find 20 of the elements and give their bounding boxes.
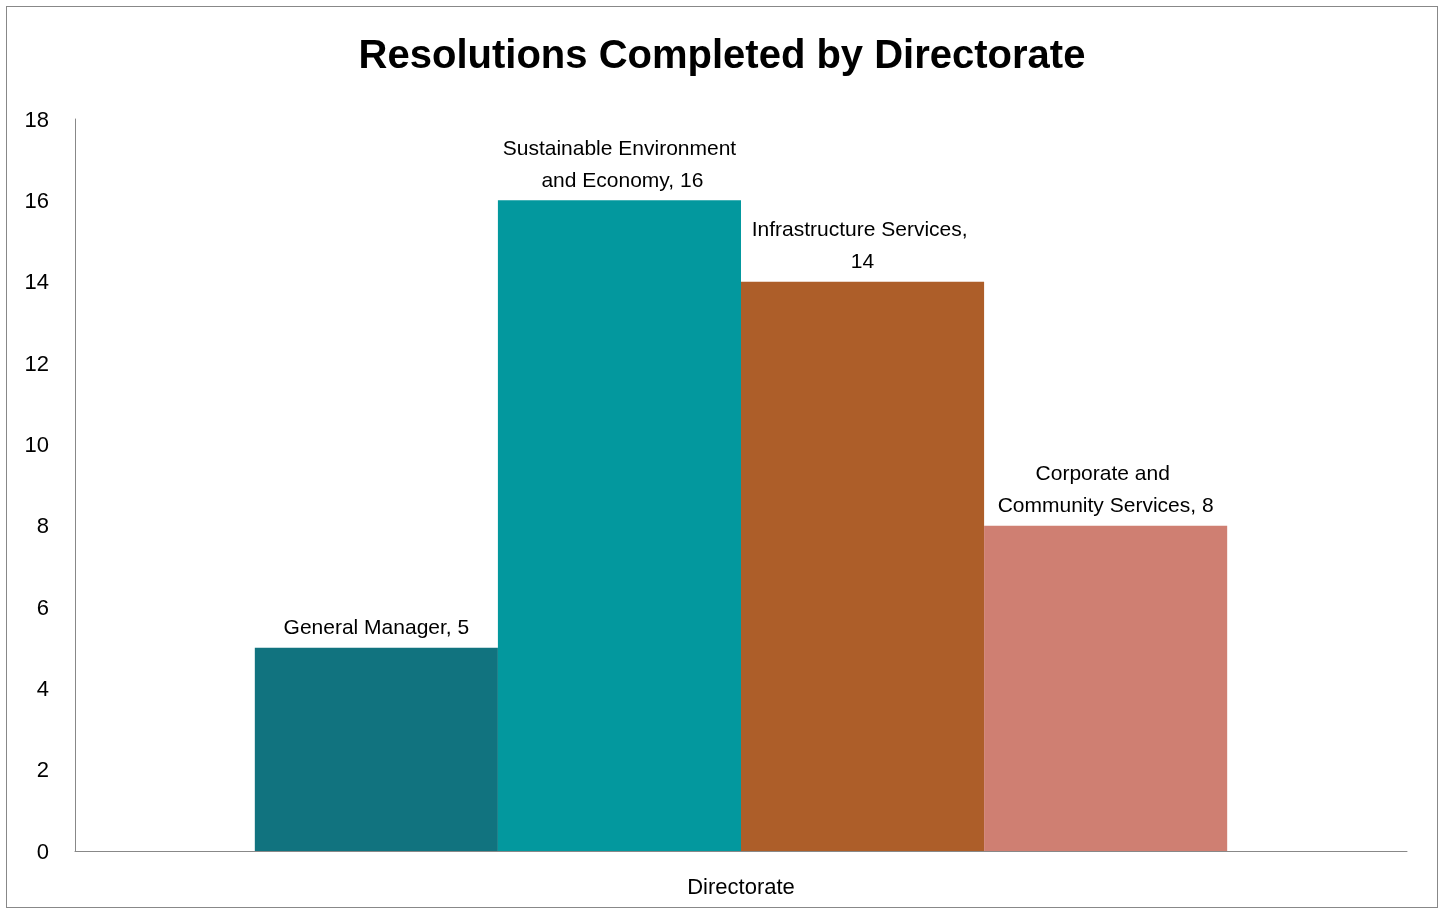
data-label: Infrastructure Services, 14 <box>751 217 974 273</box>
bar <box>254 647 498 851</box>
x-tick-label: Directorate <box>687 873 795 899</box>
y-tick-label: 2 <box>36 757 49 783</box>
bar <box>984 525 1228 851</box>
y-tick-label: 0 <box>36 838 49 864</box>
y-tick-label: 4 <box>36 675 49 701</box>
bar <box>741 281 985 851</box>
bar <box>497 200 741 851</box>
y-tick-label: 14 <box>24 269 49 295</box>
y-tick-label: 18 <box>24 106 49 132</box>
data-label: Corporate and Community Services, 8 <box>997 461 1214 517</box>
y-tick-label: 8 <box>36 513 49 539</box>
y-tick-label: 10 <box>24 431 49 457</box>
chart-title: Resolutions Completed by Directorate <box>358 32 1086 76</box>
y-tick-label: 16 <box>24 187 49 213</box>
y-tick-label: 6 <box>36 594 49 620</box>
y-tick-label: 12 <box>24 350 49 376</box>
data-label: Sustainable Environment and Economy, 16 <box>502 135 737 191</box>
data-label: General Manager, 5 <box>283 615 470 639</box>
